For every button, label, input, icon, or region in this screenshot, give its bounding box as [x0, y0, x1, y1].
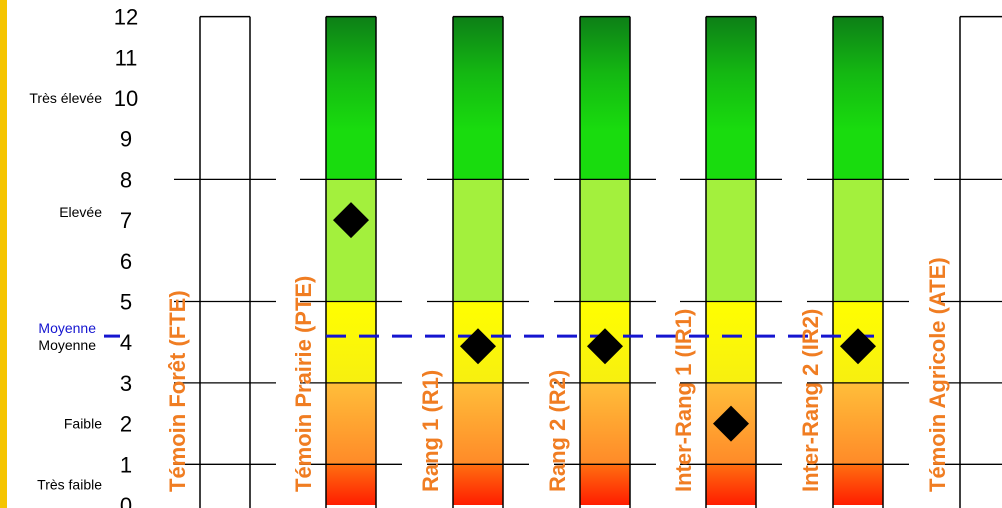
level-label: Très élevée: [29, 90, 102, 106]
labels-layer: Témoin Forêt (FTE) Témoin Prairie (PTE) Ra…: [165, 257, 950, 492]
data-point-marker: [333, 202, 369, 239]
zone-medium: [326, 301, 376, 383]
zone-high: [453, 179, 503, 302]
category-label: Inter-Rang 1 (IR1): [671, 309, 696, 492]
mean-label: Moyenne: [38, 320, 96, 336]
zone-very-high: [580, 16, 630, 180]
data-point-marker: [713, 405, 749, 442]
zone-very-low: [580, 464, 630, 505]
zone-very-high: [453, 16, 503, 180]
zone-high: [326, 179, 376, 302]
zone-high: [580, 179, 630, 302]
y-tick-label: 2: [120, 412, 132, 437]
level-label: Très faible: [37, 477, 102, 493]
mean-label-secondary: Moyenne: [38, 337, 96, 353]
zone-low: [453, 382, 503, 465]
data-point-marker: [840, 328, 876, 365]
y-tick-label: 5: [120, 290, 132, 315]
data-point-marker: [587, 328, 623, 365]
y-tick-label: 7: [120, 208, 132, 233]
category-label: Témoin Forêt (FTE): [165, 290, 190, 492]
column-background: [200, 16, 250, 508]
data-point-marker: [460, 328, 496, 365]
y-tick-label: 9: [120, 127, 132, 152]
column-6: [934, 15, 1002, 508]
y-tick-label: 6: [120, 249, 132, 274]
column-2: [427, 15, 529, 508]
zone-high: [706, 179, 756, 302]
markers-layer: [333, 202, 876, 442]
zone-low: [326, 382, 376, 465]
category-label: Rang 1 (R1): [418, 370, 443, 492]
category-label: Témoin Agricole (ATE): [925, 257, 950, 492]
y-tick-label: 4: [120, 330, 132, 355]
category-label: Inter-Rang 2 (IR2): [798, 309, 823, 492]
y-tick-label: 12: [114, 5, 138, 30]
zone-very-low: [833, 464, 883, 505]
zone-very-high: [833, 16, 883, 180]
y-tick-label: 10: [114, 86, 138, 111]
category-label: Témoin Prairie (PTE): [291, 276, 316, 492]
y-tick-label: 0: [120, 493, 132, 508]
y-tick-label: 3: [120, 371, 132, 396]
zone-low: [833, 382, 883, 465]
y-tick-label: 1: [120, 452, 132, 477]
column-background: [960, 16, 1002, 508]
zone-high: [833, 179, 883, 302]
level-label: Elevée: [59, 204, 102, 220]
level-label: Faible: [64, 416, 102, 432]
y-tick-label: 11: [115, 45, 138, 70]
category-label: Rang 2 (R2): [545, 370, 570, 492]
zone-low: [580, 382, 630, 465]
column-1: [300, 15, 402, 508]
zone-very-high: [706, 16, 756, 180]
zone-very-low: [326, 464, 376, 505]
zone-very-low: [706, 464, 756, 505]
zone-very-low: [453, 464, 503, 505]
column-5: [807, 15, 909, 508]
columns-layer: [174, 15, 1002, 508]
left-accent-bar: [0, 0, 7, 508]
zone-very-high: [326, 16, 376, 180]
y-tick-label: 8: [120, 167, 132, 192]
column-3: [554, 15, 656, 508]
zone-medium: [706, 301, 756, 383]
column-0: [174, 15, 276, 508]
